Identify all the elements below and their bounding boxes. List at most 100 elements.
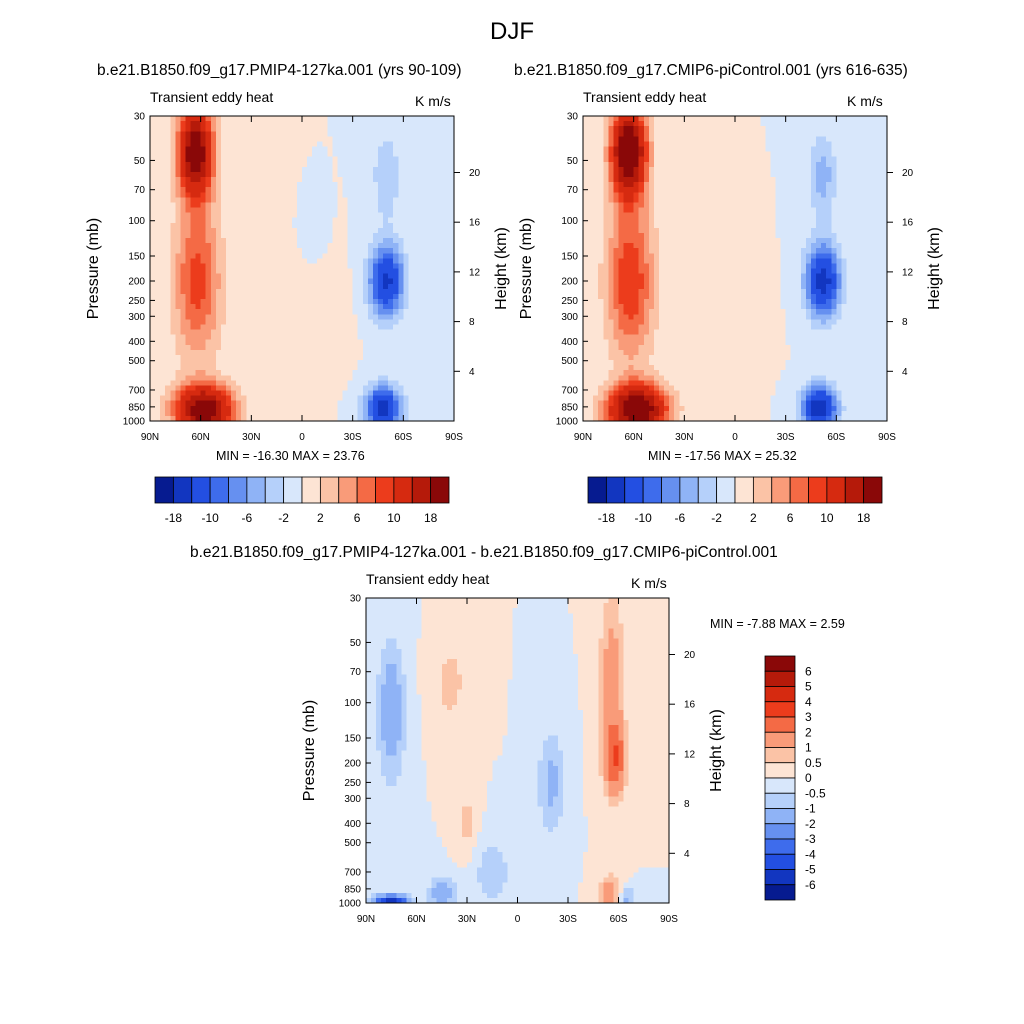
contour-cell: [780, 171, 787, 178]
contour-cell: [241, 263, 247, 270]
contour-cell: [613, 177, 620, 183]
contour-cell: [337, 375, 344, 381]
contour-cell: [256, 207, 263, 214]
y2-tick-label: 20: [469, 168, 481, 179]
contour-cell: [388, 141, 394, 148]
contour-cell: [185, 278, 192, 285]
contour-cell: [367, 405, 374, 412]
contour-cell: [699, 187, 706, 193]
contour-cell: [266, 288, 273, 295]
contour-cell: [443, 238, 450, 244]
contour-cell: [367, 268, 374, 275]
contour-cell: [608, 116, 614, 122]
contour-cell: [357, 375, 364, 381]
contour-cell: [241, 116, 247, 122]
contour-cell: [165, 248, 171, 254]
contour-cell: [593, 182, 599, 188]
contour-cell: [383, 171, 389, 178]
contour-cell: [851, 131, 858, 137]
contour-cell: [443, 253, 450, 259]
contour-cell: [266, 324, 273, 331]
contour-cell: [760, 146, 766, 153]
contour-cell: [332, 309, 339, 315]
contour-cell: [603, 177, 609, 183]
contour-cell: [362, 192, 369, 198]
contour-cell: [322, 385, 328, 392]
contour-cell: [322, 182, 328, 188]
contour-cell: [795, 136, 802, 143]
contour-cell: [816, 197, 822, 204]
contour-cell: [876, 182, 883, 188]
contour-cell: [266, 202, 273, 209]
contour-cell: [307, 187, 313, 193]
contour-cell: [322, 116, 328, 122]
contour-cell: [428, 243, 435, 249]
contour-cell: [327, 299, 333, 305]
contour-cell: [428, 324, 435, 331]
contour-cell: [881, 182, 888, 188]
contour-cell: [175, 121, 181, 127]
contour-cell: [714, 136, 721, 143]
contour-cell: [760, 136, 766, 143]
contour-cell: [276, 258, 283, 265]
contour-cell: [190, 365, 197, 371]
contour-cell: [266, 309, 273, 315]
contour-cell: [413, 227, 420, 234]
contour-cell: [291, 329, 298, 336]
contour-cell: [347, 171, 354, 178]
contour-cell: [383, 329, 389, 336]
contour-cell: [322, 395, 328, 402]
contour-cell: [628, 141, 635, 148]
contour-cell: [770, 151, 777, 158]
contour-cell: [150, 248, 156, 254]
contour-cell: [413, 212, 420, 219]
contour-cell: [241, 202, 247, 209]
contour-cell: [185, 390, 192, 397]
contour-cell: [170, 288, 176, 295]
contour-cell: [170, 126, 176, 132]
contour-cell: [251, 415, 257, 422]
contour-cell: [674, 197, 680, 204]
contour-cell: [231, 197, 237, 204]
contour-cell: [881, 207, 888, 214]
contour-cell: [210, 161, 217, 168]
contour-cell: [327, 238, 333, 244]
contour-cell: [669, 146, 675, 153]
contour-cell: [388, 217, 394, 224]
contour-cell: [210, 309, 217, 315]
contour-cell: [296, 273, 303, 280]
contour-cell: [165, 207, 171, 214]
contour-cell: [403, 283, 409, 290]
contour-cell: [357, 146, 364, 153]
contour-cell: [428, 258, 435, 265]
contour-cell: [332, 324, 339, 331]
contour-cell: [276, 171, 283, 178]
contour-cell: [398, 410, 404, 417]
contour-cell: [215, 227, 222, 234]
contour-cell: [352, 375, 359, 381]
contour-cell: [851, 212, 858, 219]
contour-cell: [367, 136, 374, 143]
contour-cell: [423, 192, 430, 198]
contour-cell: [826, 197, 832, 204]
contour-cell: [689, 156, 696, 163]
contour-cell: [296, 126, 303, 132]
contour-cell: [327, 344, 333, 351]
contour-cell: [438, 268, 445, 275]
contour-cell: [613, 161, 620, 168]
contour-cell: [226, 273, 232, 280]
contour-cell: [413, 126, 420, 132]
contour-cell: [679, 166, 685, 173]
contour-cell: [266, 222, 273, 229]
contour-cell: [831, 161, 837, 168]
contour-cell: [765, 136, 772, 143]
contour-cell: [881, 141, 888, 148]
contour-cell: [220, 344, 227, 351]
contour-cell: [231, 400, 237, 407]
contour-cell: [448, 344, 455, 351]
contour-cell: [608, 151, 614, 158]
contour-cell: [598, 177, 604, 183]
contour-cell: [826, 151, 832, 158]
contour-cell: [846, 202, 853, 209]
contour-cell: [367, 283, 374, 290]
